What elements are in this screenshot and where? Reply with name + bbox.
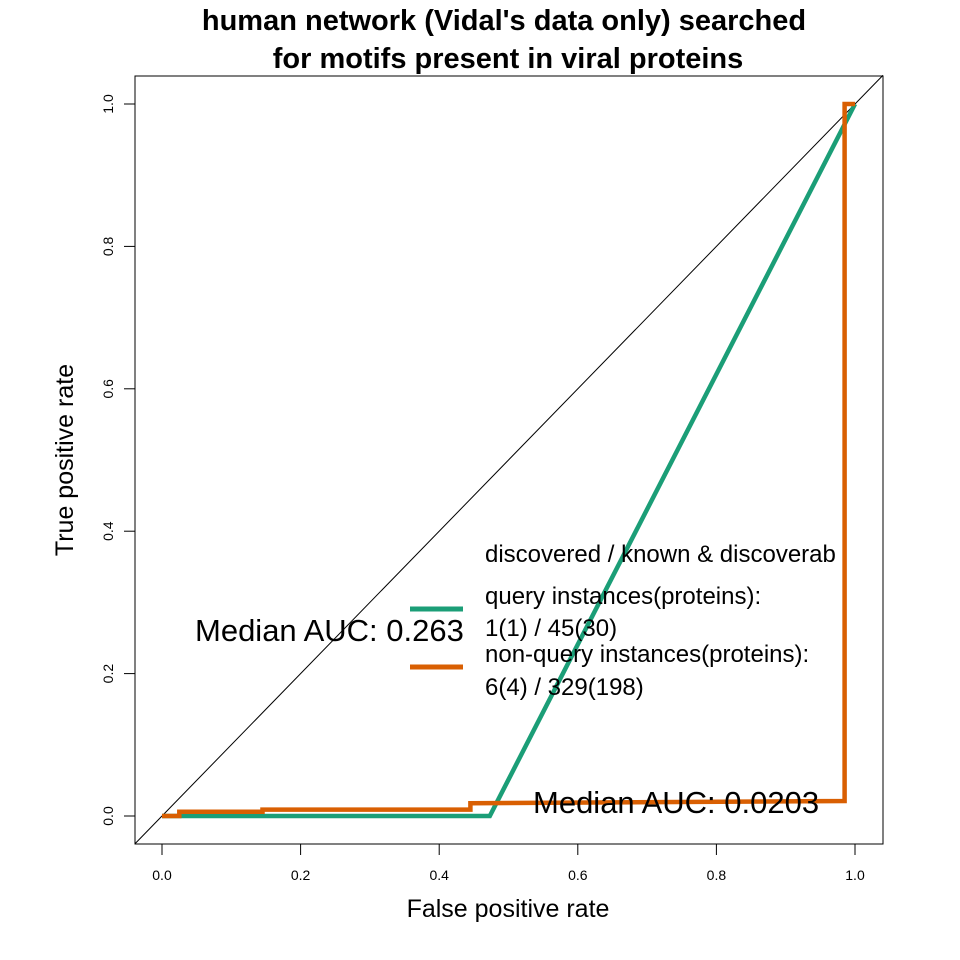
legend-header: discovered / known & discoverab	[485, 541, 836, 568]
y-tick-label: 0.2	[100, 664, 116, 684]
x-tick-label: 0.6	[568, 867, 588, 883]
y-axis-label: True positive rate	[51, 364, 79, 556]
y-tick-label: 0.4	[100, 521, 116, 541]
x-tick-label: 0.2	[291, 867, 311, 883]
chart-title-line-2: for motifs present in viral proteins	[273, 43, 744, 75]
roc-curve-nonquery	[162, 101, 855, 819]
legend: discovered / known & discoverab query in…	[410, 541, 836, 701]
x-tick-label: 1.0	[845, 867, 865, 883]
median-auc-nonquery: Median AUC: 0.0203	[533, 785, 819, 820]
y-tick-label: 1.0	[100, 94, 116, 114]
y-tick-label: 0.6	[100, 379, 116, 399]
y-tick-label: 0.8	[100, 236, 116, 256]
legend-entry-nonquery-line1: non-query instances(proteins):	[485, 641, 809, 668]
legend-entry-nonquery-line2: 6(4) / 329(198)	[485, 674, 644, 701]
y-tick-label: 0.0	[100, 806, 116, 826]
diagonal-reference-line-ext	[134, 815, 163, 845]
roc-curve-query	[162, 102, 858, 819]
x-tick-label: 0.0	[152, 867, 172, 883]
x-tick-label: 0.8	[707, 867, 727, 883]
diagonal-reference-line	[161, 74, 884, 817]
chart-title-line-1: human network (Vidal's data only) search…	[202, 5, 806, 37]
x-tick-label: 0.4	[429, 867, 449, 883]
x-axis-label: False positive rate	[407, 895, 610, 923]
plot-area	[134, 74, 884, 845]
y-axis: 0.0 0.2 0.4 0.6 0.8 1.0	[100, 94, 136, 826]
legend-entry-query-line2: 1(1) / 45(30)	[485, 615, 617, 642]
legend-entry-query-line1: query instances(proteins):	[485, 583, 761, 610]
median-auc-query: Median AUC: 0.263	[195, 613, 464, 648]
x-axis: 0.0 0.2 0.4 0.6 0.8 1.0	[152, 843, 865, 883]
